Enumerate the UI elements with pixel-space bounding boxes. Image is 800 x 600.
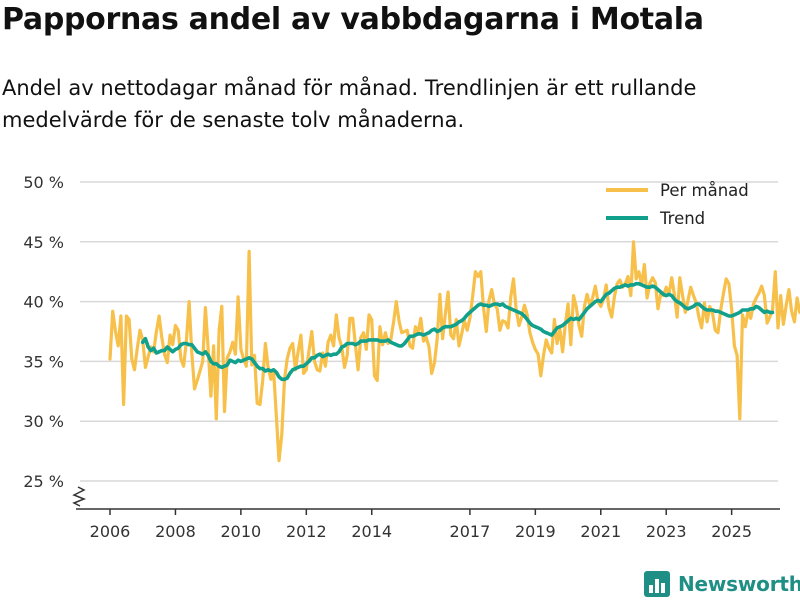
x-tick-label: 2019	[515, 522, 556, 541]
x-tick-label: 2012	[286, 522, 327, 541]
x-tick-label: 2008	[155, 522, 196, 541]
subtitle-line-1: Andel av nettodagar månad för månad. Tre…	[2, 76, 697, 100]
series-line-trend	[140, 281, 775, 382]
x-tick-label: 2021	[580, 522, 621, 541]
y-axis: 25 % 30 % 35 % 40 % 45 % 50 %	[23, 173, 87, 507]
x-tick-label: 2025	[711, 522, 752, 541]
legend-label-trend: Trend	[659, 209, 705, 228]
gridlines	[80, 181, 778, 482]
y-tick-label: 40 %	[23, 293, 64, 312]
plot-area	[108, 240, 800, 463]
x-axis: 2006 2008 2010 2012 2014 2017 2019 2021 2023 2025	[76, 508, 780, 541]
y-tick-label: 35 %	[23, 352, 64, 371]
brand-name: Newsworthy	[678, 572, 800, 596]
subtitle-line-2: medelvärde för de senaste tolv månaderna…	[2, 108, 465, 132]
x-tick-label: 2014	[351, 522, 392, 541]
x-tick-label: 2023	[646, 522, 687, 541]
series-line-per-manad	[108, 240, 800, 463]
chart-subtitle: Andel av nettodagar månad för månad. Tre…	[2, 72, 782, 136]
legend-label-per-manad: Per månad	[660, 181, 749, 200]
y-tick-label: 30 %	[23, 412, 64, 431]
brand-logo: Newsworthy	[644, 568, 800, 600]
legend: Per månad Trend	[606, 181, 749, 228]
x-tick-label: 2017	[450, 522, 491, 541]
x-tick-label: 2010	[221, 522, 262, 541]
axis-break-icon	[72, 486, 87, 507]
newsworthy-logo-icon	[644, 571, 670, 597]
y-tick-label: 45 %	[23, 233, 64, 252]
x-tick-label: 2006	[90, 522, 131, 541]
chart-title: Pappornas andel av vabbdagarna i Motala	[2, 2, 704, 37]
y-tick-label: 25 %	[23, 472, 64, 491]
y-tick-label: 50 %	[23, 173, 64, 192]
